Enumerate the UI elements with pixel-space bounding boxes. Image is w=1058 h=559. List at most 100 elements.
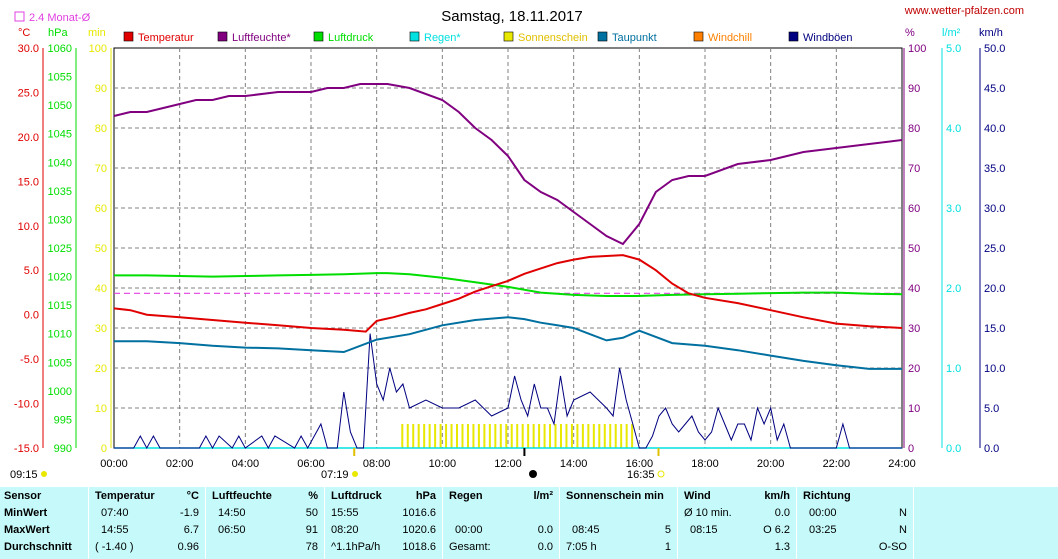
temp-axis-tick: 30.0 <box>18 43 39 55</box>
legend-label: Windchill <box>708 32 752 44</box>
direction-max-time: 03:25 <box>809 524 837 536</box>
temperature-min-time: 07:40 <box>101 507 129 519</box>
avg-legend-marker <box>14 11 25 22</box>
temperature-max-time: 14:55 <box>101 524 129 536</box>
series-humidity <box>113 83 903 246</box>
wind-axis-tick: 10.0 <box>984 363 1005 375</box>
wind-avg: 1.3 <box>774 541 790 553</box>
pressure-axis-tick: 1040 <box>48 157 72 169</box>
sunshine-bar <box>527 424 530 448</box>
wind-axis-tick: 40.0 <box>984 123 1005 135</box>
sunshine-bar <box>472 424 475 448</box>
wind-axis-tick: 30.0 <box>984 203 1005 215</box>
sunshine-bar <box>406 424 409 448</box>
direction-min-time: 00:00 <box>809 507 837 519</box>
minutes-axis-tick: 60 <box>95 203 107 215</box>
stats-humidity: Luftfeuchte% 14:50 50 06:50 91 78 <box>206 487 324 559</box>
sunset-icon <box>657 470 665 478</box>
row-label-max: MaxWert <box>4 524 50 536</box>
sunshine-bar <box>543 424 546 448</box>
pressure-axis-tick: 1035 <box>48 186 72 198</box>
sunshine-bar <box>505 424 508 448</box>
series-gusts <box>114 333 902 450</box>
pressure-axis-tick: 1030 <box>48 214 72 226</box>
legend-label: Taupunkt <box>612 32 657 44</box>
temp-axis-tick: -15.0 <box>14 443 39 455</box>
sunshine-bar <box>434 424 437 448</box>
wind-unit: km/h <box>979 27 1003 39</box>
direction-min: N <box>899 507 907 519</box>
chart-grid <box>113 47 903 449</box>
wind-max: O 6.2 <box>763 524 790 536</box>
sunshine-bar <box>532 424 535 448</box>
sunshine-sum: 7:05 h <box>566 541 597 553</box>
percent-axis-tick: 40 <box>908 283 920 295</box>
sunshine-bar <box>521 424 524 448</box>
percent-unit: % <box>905 27 915 39</box>
minutes-axis-tick: 30 <box>95 323 107 335</box>
legend-swatch <box>597 31 608 42</box>
pressure-avg: 1018.6 <box>402 541 436 553</box>
minutes-axis-tick: 10 <box>95 403 107 415</box>
stats-sunshine: Sonnenschein min 08:45 5 7:05 h 1 <box>560 487 677 559</box>
sunshine-bar <box>456 424 459 448</box>
rain-axis-tick: 1.0 <box>946 363 961 375</box>
row-label-min: MinWert <box>4 507 48 519</box>
humidity-max: 91 <box>305 524 318 536</box>
rain-header: Regen <box>449 490 483 502</box>
sunshine-bar <box>494 424 497 448</box>
legend-label: Temperatur <box>138 32 194 44</box>
pressure-axis-tick: 1015 <box>48 300 72 312</box>
minutes-axis-tick: 100 <box>89 43 107 55</box>
site-link[interactable]: www.wetter-pfalzen.com <box>904 5 1024 17</box>
direction-max: N <box>899 524 907 536</box>
wind-axis-tick: 20.0 <box>984 283 1005 295</box>
humidity-max-time: 06:50 <box>218 524 246 536</box>
chart-axes: 30.0 25.0 20.0 15.0 10.0 5.0 0.0 -5.0 -10.0 -15.0… <box>10 11 1005 481</box>
temp-axis-tick: -5.0 <box>20 354 39 366</box>
weather-chart: 30.0 25.0 20.0 15.0 10.0 5.0 0.0 -5.0 -10.0 -15.0… <box>10 8 1005 481</box>
sunshine-bar <box>510 424 513 448</box>
sunrise-icon <box>352 471 358 477</box>
legend-swatch <box>503 31 514 42</box>
temp-unit: °C <box>18 27 30 39</box>
time-tick: 20:00 <box>757 458 785 470</box>
minutes-axis-tick: 0 <box>101 443 107 455</box>
legend-swatch <box>313 31 324 42</box>
pressure-axis-tick: 1060 <box>48 43 72 55</box>
time-tick: 22:00 <box>823 458 851 470</box>
direction-header: Richtung <box>803 490 851 502</box>
time-tick: 24:00 <box>888 458 916 470</box>
time-tick: 14:00 <box>560 458 588 470</box>
wind-axis-tick: 5.0 <box>984 403 999 415</box>
sunshine-bar <box>466 424 469 448</box>
wind-header: Wind <box>684 490 711 502</box>
temp-axis-tick: 15.0 <box>18 176 39 188</box>
humidity-avg: 78 <box>305 541 318 553</box>
percent-axis-tick: 90 <box>908 83 920 95</box>
sunrise-label: 07:19 <box>321 469 349 481</box>
time-tick: 02:00 <box>166 458 194 470</box>
minutes-axis-tick: 20 <box>95 363 107 375</box>
stats-temperature: Temperatur °C 07:40 -1.9 14:55 6.7 ( -1.40 … <box>89 487 205 559</box>
sunshine-bar <box>620 424 623 448</box>
temp-axis-tick: -10.0 <box>14 399 39 411</box>
pressure-axis-tick: 1050 <box>48 100 72 112</box>
series-dewpoint <box>114 316 902 370</box>
pressure-trend: ^1.1hPa/h <box>331 541 381 553</box>
sunshine-bar <box>461 424 464 448</box>
pressure-axis-tick: 1000 <box>48 386 72 398</box>
sunshine-bar <box>450 424 453 448</box>
stats-table: Sensor MinWert MaxWert Durchschnitt Temp… <box>0 487 1058 559</box>
humidity-header: Luftfeuchte <box>212 490 272 502</box>
rain-axis-tick: 4.0 <box>946 123 961 135</box>
pressure-axis-tick: 1045 <box>48 129 72 141</box>
rain-unit: l/m² <box>942 27 961 39</box>
pressure-max: 1020.6 <box>402 524 436 536</box>
avg-legend-label: 2.4 Monat-Ø <box>29 12 91 24</box>
legend-swatch <box>217 31 228 42</box>
minutes-axis-tick: 50 <box>95 243 107 255</box>
wind-axis-tick: 25.0 <box>984 243 1005 255</box>
pressure-axis-tick: 1020 <box>48 272 72 284</box>
rain-max-time: 00:00 <box>455 524 483 536</box>
